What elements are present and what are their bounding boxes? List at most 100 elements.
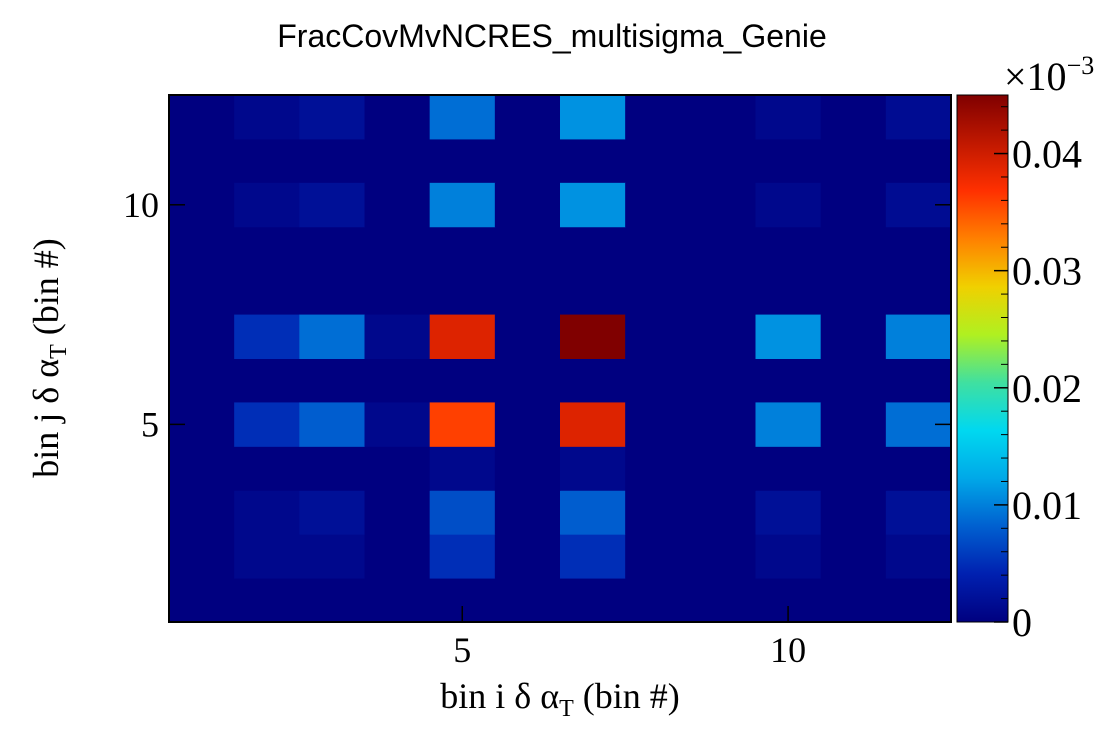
heatmap-cell [299,446,365,491]
heatmap-cell [820,95,887,140]
heatmap-cell [429,490,496,535]
colorbar-tick-label: 0.01 [1012,483,1082,528]
heatmap-cell [560,534,626,579]
colorbar-exponent: ×10−3 [1004,51,1094,99]
heatmap-cell [560,578,626,623]
colorbar-tick-label: 0.04 [1012,132,1082,177]
heatmap-cell [690,95,756,140]
heatmap-cell [755,534,822,579]
x-tick-label: 5 [453,630,471,670]
heatmap-cell [690,402,756,447]
heatmap-cell [625,446,691,491]
heatmap-cell [560,314,626,359]
heatmap-cell [234,534,300,579]
heatmap-cell [820,578,887,623]
heatmap-cell [234,95,300,140]
heatmap-cell [690,446,756,491]
heatmap-cell [690,314,756,359]
colorbar [956,94,1009,623]
heatmap-cell [755,314,822,359]
y-axis-label: bin j δ αT (bin #) [26,238,72,478]
heatmap-cell [299,182,365,228]
heatmap-cell [755,182,822,228]
heatmap-cell [494,446,561,491]
heatmap-cell [885,534,952,579]
heatmap-cell [234,578,300,623]
heatmap-cell [234,182,300,228]
heatmap-cell [429,402,496,447]
colorbar-tick-label: 0.03 [1012,249,1082,294]
x-tick-label: 10 [770,630,806,670]
heatmap-cell [299,314,365,359]
heatmap-cell [755,95,822,140]
heatmap-cell [364,578,431,623]
heatmap-cell [560,490,626,535]
heatmap-cell [299,95,365,140]
heatmap-cell [494,314,561,359]
heatmap-cell [885,578,952,623]
x-axis-label: bin i δ αT (bin #) [440,676,680,722]
heatmap-cell [820,534,887,579]
heatmap-cell [755,402,822,447]
heatmap-cell [494,490,561,535]
heatmap-cell [690,490,756,535]
y-axis-ticks: 5 10 [123,185,951,444]
x-axis-ticks: 5 10 [453,606,806,670]
heatmap-cell [820,446,887,491]
heatmap-cell [234,490,300,535]
heatmap-cell [885,95,952,140]
heatmap-cell [364,95,431,140]
heatmap-cell [364,490,431,535]
heatmap-cell [169,446,235,491]
heatmap-cell [625,314,691,359]
heatmap-cell [560,95,626,140]
heatmap-cell [625,490,691,535]
heatmap-cell [494,182,561,228]
heatmap-cell [755,490,822,535]
chart-title: FracCovMvNCRES_multisigma_Genie [277,18,826,54]
heatmap-cell [690,578,756,623]
heatmap-cells [169,95,952,623]
heatmap-cell [299,490,365,535]
heatmap-cell [625,534,691,579]
heatmap-cell [234,402,300,447]
heatmap-cell [494,534,561,579]
heatmap-cell [234,314,300,359]
heatmap-cell [885,490,952,535]
heatmap-cell [755,446,822,491]
colorbar-tick-label: 0.02 [1012,366,1082,411]
heatmap-cell [429,446,496,491]
heatmap-cell [364,182,431,228]
heatmap-cell [299,534,365,579]
heatmap-cell [820,490,887,535]
heatmap-cell [690,182,756,228]
heatmap-cell [429,534,496,579]
heatmap-cell [169,314,235,359]
heatmap-cell [494,95,561,140]
heatmap-cell [820,182,887,228]
heatmap-cell [364,402,431,447]
heatmap-cell [169,578,235,623]
heatmap-cell [169,534,235,579]
heatmap-cell [494,578,561,623]
heatmap-cell [429,95,496,140]
plot-frame [168,94,952,623]
heatmap-cell [560,182,626,228]
heatmap-cell [299,402,365,447]
heatmap-cell [364,446,431,491]
y-tick-label: 5 [141,404,159,444]
heatmap-cell [234,446,300,491]
heatmap-cell [690,534,756,579]
heatmap-cell [885,446,952,491]
heatmap-cell [625,95,691,140]
heatmap-cell [429,182,496,228]
heatmap-cell [625,182,691,228]
heatmap-cell [169,95,235,140]
heatmap-cell [885,314,952,359]
colorbar-ticks: 0 0.01 0.02 0.03 0.04 [994,106,1082,645]
heatmap-cell [299,578,365,623]
heatmap-cell [560,446,626,491]
heatmap-cell [820,314,887,359]
heatmap-cell [169,490,235,535]
